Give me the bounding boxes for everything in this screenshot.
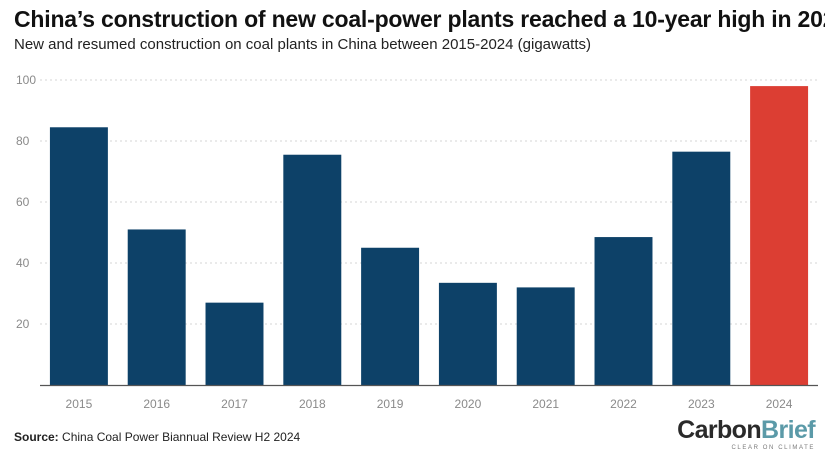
- chart-title: China’s construction of new coal-power p…: [14, 6, 825, 32]
- x-tick-label: 2019: [377, 397, 404, 411]
- logo-text-carbon: Carbon: [677, 416, 762, 444]
- bar-2020: [438, 282, 497, 385]
- y-tick-label: 60: [16, 195, 30, 209]
- bars: [49, 86, 809, 386]
- source-text: China Coal Power Biannual Review H2 2024: [62, 430, 301, 444]
- y-tick-label: 40: [16, 256, 30, 270]
- chart-subtitle: New and resumed construction on coal pla…: [14, 36, 592, 53]
- source-label: Source:: [14, 430, 59, 444]
- bar-2017: [205, 302, 264, 385]
- x-tick-label: 2022: [610, 397, 637, 411]
- logo-tagline: CLEAR ON CLIMATE: [731, 445, 815, 451]
- x-axis-ticks: 2015 2016 2017 2018 2019 2020 2021 2022 2023 2024: [66, 397, 793, 411]
- bar-2016: [127, 229, 186, 385]
- x-tick-label: 2015: [66, 397, 93, 411]
- logo-text-brief: Brief: [761, 416, 816, 444]
- bar-2019: [361, 247, 420, 385]
- bar-2021: [516, 287, 575, 385]
- x-tick-label: 2018: [299, 397, 326, 411]
- y-tick-label: 80: [16, 134, 30, 148]
- carbonbrief-logo: CarbonBrief CLEAR ON CLIMATE: [677, 416, 816, 452]
- x-tick-label: 2021: [532, 397, 559, 411]
- bar-2023: [672, 151, 731, 385]
- x-tick-label: 2024: [766, 397, 793, 411]
- bar-2022: [594, 237, 653, 385]
- bar-2015: [49, 127, 108, 386]
- x-tick-label: 2023: [688, 397, 715, 411]
- y-axis-ticks: 20 40 60 80 100: [16, 73, 36, 331]
- source-note: Source: China Coal Power Biannual Review…: [14, 430, 300, 444]
- x-tick-label: 2020: [455, 397, 482, 411]
- y-tick-label: 20: [16, 317, 30, 331]
- x-tick-label: 2017: [221, 397, 248, 411]
- x-tick-label: 2016: [143, 397, 170, 411]
- bar-2018: [283, 154, 342, 385]
- bar-chart: 20 40 60 80 100 2015 2016 2017 2018 2019 2020 2021…: [16, 73, 818, 411]
- bar-2024: [750, 86, 809, 385]
- y-tick-label: 100: [16, 73, 36, 87]
